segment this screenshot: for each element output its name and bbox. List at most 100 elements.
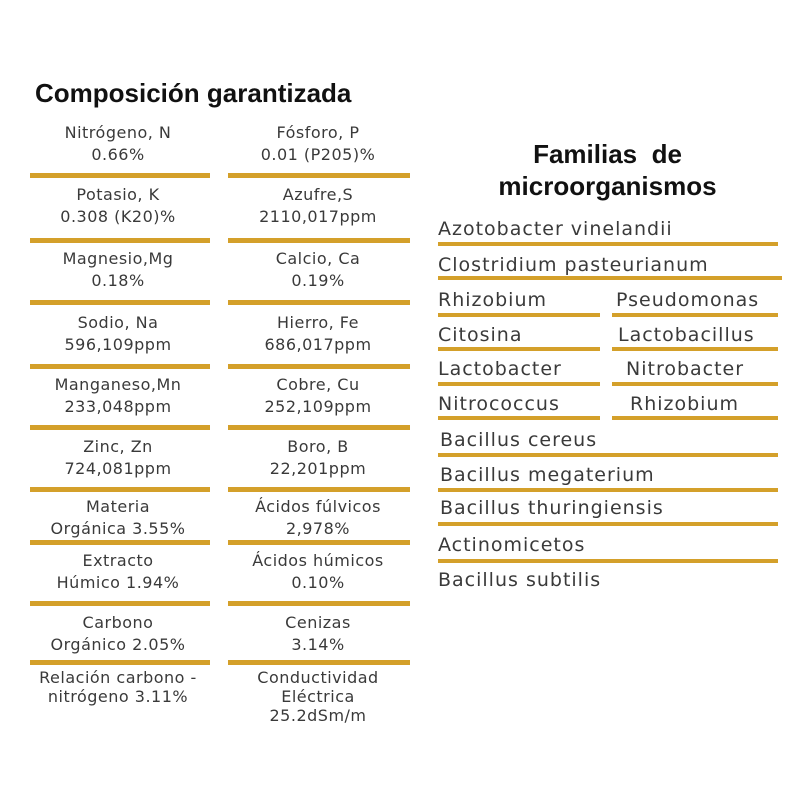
composition-item: Potasio, K 0.308 (K20)% (28, 184, 208, 228)
divider (30, 487, 210, 492)
divider (228, 601, 410, 606)
divider (30, 364, 210, 369)
composition-item: Hierro, Fe 686,017ppm (228, 312, 408, 356)
microorganism-item: Rhizobium (438, 289, 548, 311)
composition-item: Zinc, Zn 724,081ppm (28, 436, 208, 480)
divider (228, 540, 410, 545)
item-name: Potasio, K (76, 185, 160, 204)
item-value: 3.14% (291, 635, 345, 654)
divider (228, 425, 410, 430)
divider (612, 382, 778, 386)
microorganism-item: Clostridium pasteurianum (438, 254, 709, 276)
composition-item: Fósforo, P 0.01 (P205)% (228, 122, 408, 166)
microorganism-item: Bacillus subtilis (438, 569, 602, 591)
divider (30, 173, 210, 178)
microorganism-item: Actinomicetos (438, 534, 586, 556)
item-name: Cobre, Cu (276, 375, 360, 394)
divider (438, 313, 600, 317)
divider (438, 559, 778, 563)
divider (30, 238, 210, 243)
microorganism-item: Bacillus cereus (440, 429, 598, 451)
microorganisms-title-line2: microorganismos (498, 171, 717, 201)
microorganism-item: Rhizobium (630, 393, 740, 415)
divider (228, 238, 410, 243)
microorganism-item: Bacillus thuringiensis (440, 497, 664, 519)
composition-item: Ácidos húmicos 0.10% (228, 550, 408, 594)
composition-item: Calcio, Ca 0.19% (228, 248, 408, 292)
item-name: Conductividad Eléctrica (257, 668, 379, 706)
microorganism-item: Lactobacter (438, 358, 562, 380)
microorganism-item: Citosina (438, 324, 523, 346)
composition-item: Materia Orgánica 3.55% (28, 496, 208, 540)
composition-item: Manganeso,Mn 233,048ppm (28, 374, 208, 418)
divider (438, 488, 778, 492)
composition-item: Cenizas 3.14% (228, 612, 408, 656)
divider (438, 416, 600, 420)
item-name: Zinc, Zn (83, 437, 153, 456)
item-name: Ácidos fúlvicos (255, 497, 381, 516)
item-name: Calcio, Ca (275, 249, 361, 268)
divider (438, 453, 778, 457)
divider (612, 347, 778, 351)
item-value: 22,201ppm (269, 459, 367, 478)
divider (438, 276, 782, 280)
item-name: Cenizas (285, 613, 351, 632)
microorganisms-title-line1: Familias de (533, 139, 682, 169)
microorganism-item: Pseudomonas (616, 289, 760, 311)
divider (612, 313, 778, 317)
item-value: 2,978% (285, 519, 350, 538)
divider (612, 416, 778, 420)
item-name: Manganeso,Mn (54, 375, 182, 394)
composition-item: Nitrógeno, N 0.66% (28, 122, 208, 166)
divider (30, 300, 210, 305)
item-value: 233,048ppm (64, 397, 172, 416)
divider (228, 173, 410, 178)
item-value: 0.66% (91, 145, 145, 164)
item-value: Húmico 1.94% (56, 573, 180, 592)
composition-item: Boro, B 22,201ppm (228, 436, 408, 480)
item-name: Fósforo, P (276, 123, 360, 142)
divider (438, 522, 778, 526)
composition-item: Relación carbono - nitrógeno 3.11% (28, 668, 208, 706)
microorganism-item: Bacillus megaterium (440, 464, 655, 486)
divider (30, 425, 210, 430)
item-value: Orgánico 2.05% (50, 635, 186, 654)
microorganism-item: Nitrobacter (626, 358, 745, 380)
composition-item: Carbono Orgánico 2.05% (28, 612, 208, 656)
divider (30, 601, 210, 606)
divider (228, 364, 410, 369)
item-value: 0.10% (291, 573, 345, 592)
item-value: 724,081ppm (64, 459, 172, 478)
composition-item: Conductividad Eléctrica 25.2dSm/m (228, 668, 408, 725)
item-value: 0.308 (K20)% (60, 207, 176, 226)
composition-item: Extracto Húmico 1.94% (28, 550, 208, 594)
item-name: Carbono (82, 613, 154, 632)
item-name: Materia (85, 497, 151, 516)
divider (438, 242, 778, 246)
divider (30, 660, 210, 665)
item-name: Ácidos húmicos (252, 551, 384, 570)
composition-item: Magnesio,Mg 0.18% (28, 248, 208, 292)
divider (438, 382, 600, 386)
item-value: 686,017ppm (264, 335, 372, 354)
item-value: 0.19% (291, 271, 345, 290)
item-name: Magnesio,Mg (62, 249, 174, 268)
item-value: 2110,017ppm (259, 207, 377, 226)
item-name: Extracto (82, 551, 154, 570)
item-name: Nitrógeno, N (64, 123, 172, 142)
divider (228, 487, 410, 492)
divider (228, 660, 410, 665)
item-value: 25.2dSm/m (269, 706, 367, 725)
divider (438, 347, 600, 351)
item-name: Sodio, Na (77, 313, 159, 332)
microorganism-item: Lactobacillus (618, 324, 755, 346)
item-value: Orgánica 3.55% (50, 519, 186, 538)
divider (228, 300, 410, 305)
composition-item: Sodio, Na 596,109ppm (28, 312, 208, 356)
item-name: Azufre,S (282, 185, 354, 204)
composition-item: Azufre,S 2110,017ppm (228, 184, 408, 228)
divider (30, 540, 210, 545)
item-value: 596,109ppm (64, 335, 172, 354)
microorganisms-title: Familias de microorganismos (440, 138, 775, 202)
item-value: 0.01 (P205)% (260, 145, 376, 164)
